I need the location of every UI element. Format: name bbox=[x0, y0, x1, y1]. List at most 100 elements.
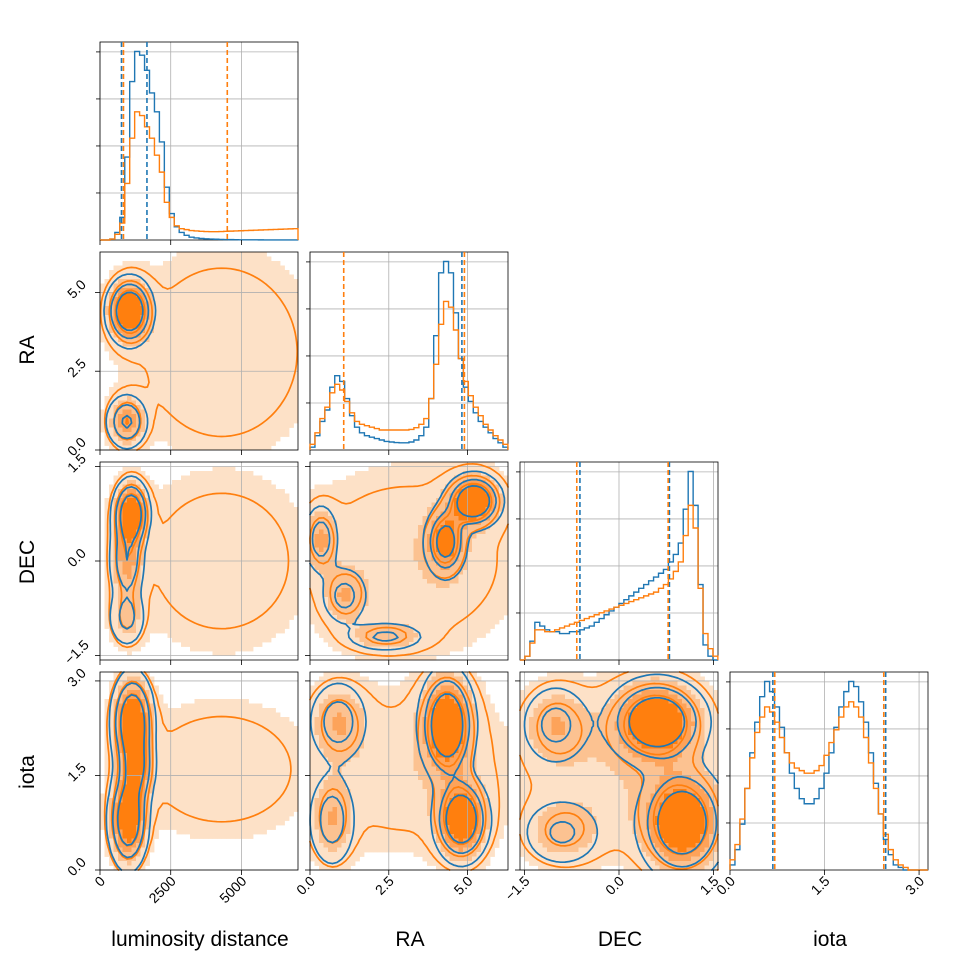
contour-ra-vs-luminosity-distance-density-cell bbox=[158, 315, 164, 320]
contour-dec-vs-luminosity-distance-density-cell bbox=[185, 556, 191, 562]
contour-dec-vs-luminosity-distance-density-cell bbox=[235, 628, 240, 634]
contour-dec-vs-luminosity-distance-density-cell bbox=[230, 583, 236, 589]
contour-ra-vs-luminosity-distance-density-cell bbox=[230, 391, 236, 397]
hist-luminosity-distance-panel bbox=[96, 41, 299, 245]
contour-ra-vs-luminosity-distance-density-cell bbox=[203, 360, 209, 365]
contour-ra-vs-luminosity-distance-density-cell bbox=[190, 409, 195, 415]
contour-ra-vs-luminosity-distance-density-cell bbox=[127, 315, 132, 320]
contour-dec-vs-luminosity-distance-density-cell bbox=[185, 633, 191, 638]
contour-ra-vs-luminosity-distance-density-cell bbox=[239, 382, 245, 388]
contour-dec-vs-luminosity-distance-density-cell bbox=[172, 493, 177, 499]
contour-dec-vs-ra-density-cell bbox=[431, 615, 437, 620]
contour-ra-vs-luminosity-distance-density-cell bbox=[172, 414, 177, 419]
contour-dec-vs-luminosity-distance-density-cell bbox=[172, 534, 177, 539]
contour-ra-vs-luminosity-distance-density-cell bbox=[176, 396, 182, 401]
contour-dec-vs-luminosity-distance-density-cell bbox=[293, 534, 299, 539]
contour-ra-vs-luminosity-distance-density-cell bbox=[127, 351, 132, 356]
contour-dec-vs-luminosity-distance-density-cell bbox=[163, 615, 168, 620]
contour-dec-vs-luminosity-distance-density-cell bbox=[104, 588, 110, 593]
contour-dec-vs-luminosity-distance-density-cell bbox=[289, 543, 294, 548]
contour-dec-vs-luminosity-distance-density-cell bbox=[235, 507, 240, 512]
contour-ra-vs-luminosity-distance-density-cell bbox=[289, 351, 294, 356]
contour-dec-vs-ra-density-cell bbox=[337, 493, 342, 499]
contour-dec-vs-ra-density-cell bbox=[485, 511, 491, 517]
contour-ra-vs-luminosity-distance-density-cell bbox=[163, 337, 168, 343]
contour-ra-vs-luminosity-distance-density-cell bbox=[235, 252, 240, 257]
contour-dec-vs-luminosity-distance-density-cell bbox=[244, 592, 249, 598]
contour-dec-vs-luminosity-distance-density-cell bbox=[239, 498, 245, 503]
contour-ra-vs-luminosity-distance-density-cell bbox=[266, 319, 272, 325]
contour-dec-vs-ra-density-cell bbox=[476, 516, 482, 521]
contour-dec-vs-luminosity-distance-density-cell bbox=[203, 628, 209, 634]
contour-ra-vs-luminosity-distance-density-cell bbox=[208, 351, 213, 356]
contour-dec-vs-luminosity-distance-density-cell bbox=[262, 534, 267, 539]
contour-dec-vs-luminosity-distance-density-cell bbox=[203, 498, 209, 503]
contour-dec-vs-ra-density-cell bbox=[314, 561, 320, 566]
contour-ra-vs-luminosity-distance-density-cell bbox=[185, 432, 191, 437]
contour-dec-vs-luminosity-distance-density-cell bbox=[185, 552, 191, 557]
contour-dec-vs-luminosity-distance-density-cell bbox=[109, 529, 114, 535]
contour-dec-vs-ra-density-cell bbox=[472, 471, 477, 476]
contour-dec-vs-luminosity-distance-density-cell bbox=[275, 538, 281, 544]
contour-dec-vs-luminosity-distance-density-cell bbox=[266, 592, 272, 598]
contour-ra-vs-luminosity-distance-density-cell bbox=[181, 409, 186, 415]
contour-dec-vs-luminosity-distance-density-cell bbox=[235, 610, 240, 616]
contour-ra-vs-luminosity-distance-density-cell bbox=[154, 306, 159, 311]
contour-ra-vs-luminosity-distance-density-cell bbox=[257, 270, 263, 275]
contour-ra-vs-luminosity-distance-density-cell bbox=[266, 414, 272, 419]
contour-dec-vs-ra-density-cell bbox=[418, 534, 423, 539]
contour-ra-vs-luminosity-distance-density-cell bbox=[122, 373, 128, 379]
contour-ra-vs-luminosity-distance-density-cell bbox=[248, 315, 254, 320]
contour-dec-vs-luminosity-distance-density-cell bbox=[266, 498, 272, 503]
contour-dec-vs-ra-density-cell bbox=[490, 489, 495, 494]
contour-ra-vs-luminosity-distance-density-cell bbox=[289, 360, 294, 365]
contour-ra-vs-luminosity-distance-density-cell bbox=[185, 337, 191, 343]
contour-ra-vs-luminosity-distance-density-cell bbox=[122, 364, 128, 370]
contour-ra-vs-luminosity-distance-density-cell bbox=[158, 373, 164, 379]
contour-dec-vs-luminosity-distance-density-cell bbox=[109, 610, 114, 616]
contour-ra-vs-luminosity-distance-density-cell bbox=[109, 346, 114, 352]
contour-dec-vs-ra-density-cell bbox=[490, 588, 495, 593]
contour-dec-vs-ra-density-cell bbox=[427, 498, 432, 503]
contour-dec-vs-luminosity-distance-density-cell bbox=[131, 624, 137, 629]
contour-dec-vs-luminosity-distance-density-cell bbox=[208, 574, 213, 580]
contour-dec-vs-luminosity-distance-density-cell bbox=[163, 507, 168, 512]
contour-dec-vs-luminosity-distance-density-cell bbox=[158, 507, 164, 512]
contour-dec-vs-ra-density-cell bbox=[494, 534, 500, 539]
contour-dec-vs-ra-density-cell bbox=[368, 588, 374, 593]
contour-dec-vs-ra-density-cell bbox=[404, 574, 410, 580]
contour-dec-vs-ra-density-cell bbox=[350, 489, 356, 494]
contour-ra-vs-luminosity-distance-density-cell bbox=[149, 387, 155, 392]
contour-ra-vs-luminosity-distance-density-cell bbox=[122, 342, 128, 347]
contour-dec-vs-luminosity-distance-density-cell bbox=[221, 475, 227, 481]
contour-dec-vs-luminosity-distance-density-cell bbox=[172, 574, 177, 580]
contour-ra-vs-luminosity-distance-density-cell bbox=[226, 324, 231, 329]
contour-ra-vs-luminosity-distance-density-cell bbox=[118, 288, 123, 293]
contour-dec-vs-ra-density-cell bbox=[350, 498, 356, 503]
contour-dec-vs-luminosity-distance-density-cell bbox=[262, 543, 267, 548]
contour-ra-vs-luminosity-distance-density-cell bbox=[262, 310, 267, 316]
contour-ra-vs-luminosity-distance-density-cell bbox=[217, 252, 222, 257]
contour-dec-vs-luminosity-distance-density-cell bbox=[113, 484, 119, 490]
contour-dec-vs-ra-density-cell bbox=[346, 534, 351, 539]
contour-ra-vs-luminosity-distance-density-cell bbox=[109, 328, 114, 334]
contour-dec-vs-ra-density-cell bbox=[449, 462, 455, 467]
contour-ra-vs-luminosity-distance-density-cell bbox=[149, 270, 155, 275]
contour-dec-vs-ra-density-cell bbox=[364, 547, 369, 553]
contour-dec-vs-luminosity-distance-density-cell bbox=[244, 628, 249, 634]
contour-dec-vs-luminosity-distance-density-cell bbox=[176, 543, 182, 548]
contour-ra-vs-luminosity-distance-density-cell bbox=[127, 297, 132, 302]
contour-ra-vs-luminosity-distance-density-cell bbox=[253, 256, 258, 262]
contour-dec-vs-luminosity-distance-density-cell bbox=[158, 498, 164, 503]
contour-ra-vs-luminosity-distance-density-cell bbox=[262, 427, 267, 433]
contour-ra-vs-luminosity-distance-density-cell bbox=[262, 252, 267, 257]
contour-dec-vs-luminosity-distance-density-cell bbox=[172, 525, 177, 530]
contour-ra-vs-luminosity-distance-density-cell bbox=[158, 279, 164, 284]
contour-dec-vs-luminosity-distance-density-cell bbox=[212, 651, 218, 656]
contour-dec-vs-luminosity-distance-density-cell bbox=[230, 534, 236, 539]
contour-ra-vs-luminosity-distance-density-cell bbox=[176, 355, 182, 361]
contour-dec-vs-luminosity-distance-density-cell bbox=[208, 619, 213, 625]
contour-dec-vs-luminosity-distance-density-cell bbox=[131, 552, 137, 557]
contour-ra-vs-luminosity-distance-density-cell bbox=[190, 387, 195, 392]
contour-dec-vs-luminosity-distance-density-cell bbox=[172, 543, 177, 548]
